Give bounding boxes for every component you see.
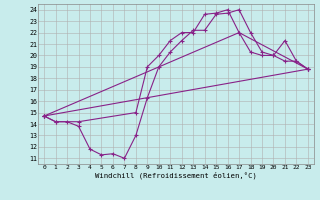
X-axis label: Windchill (Refroidissement éolien,°C): Windchill (Refroidissement éolien,°C) [95, 171, 257, 179]
